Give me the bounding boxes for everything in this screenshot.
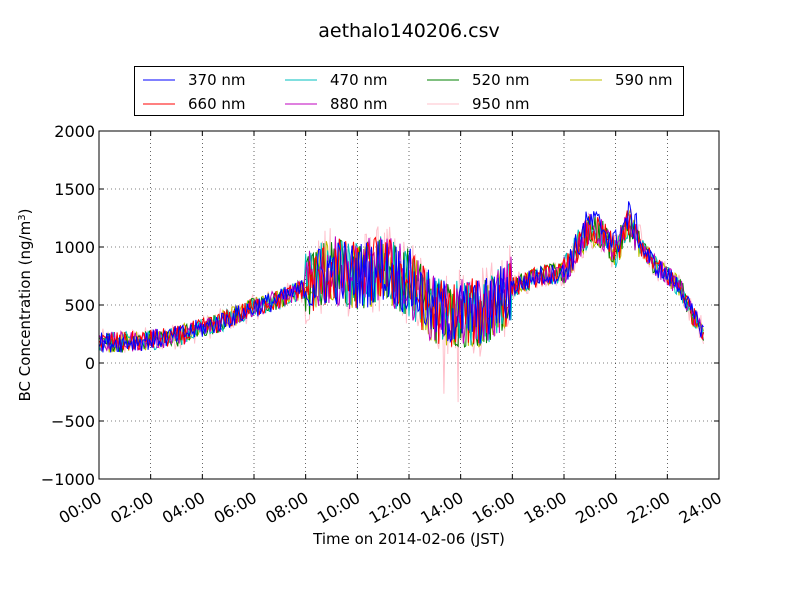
y-tick-labels: −1000 −500 0 500 1000 1500 2000 — [41, 122, 95, 489]
legend-box — [134, 66, 684, 116]
x-tick-label: 08:00 — [262, 488, 311, 528]
legend-label: 520 nm — [472, 71, 530, 89]
legend-label: 880 nm — [330, 95, 388, 113]
y-axis-label-superscript: 3 — [17, 214, 28, 220]
x-tick-label: 24:00 — [676, 488, 725, 528]
x-axis-label: Time on 2014-02-06 (JST) — [312, 530, 505, 548]
x-tick-label: 04:00 — [159, 488, 208, 528]
x-tick-label: 00:00 — [56, 488, 105, 528]
x-tick-label: 10:00 — [314, 488, 363, 528]
y-axis-label-main: BC Concentration (ng/m — [16, 221, 34, 402]
x-tick-labels: 00:00 02:00 04:00 06:00 08:00 10:00 12:00 14:00… — [56, 488, 725, 528]
y-tick-label: 2000 — [54, 122, 95, 141]
y-tick-label: 0 — [85, 354, 95, 373]
series-layer — [98, 201, 704, 403]
x-tick-label: 12:00 — [366, 488, 415, 528]
legend-label: 370 nm — [188, 71, 246, 89]
y-tick-label: −500 — [51, 412, 95, 431]
ticks — [98, 130, 720, 480]
legend-label: 660 nm — [188, 95, 246, 113]
series-line-370-nm — [98, 201, 704, 353]
legend-label: 470 nm — [330, 71, 388, 89]
y-tick-label: 1000 — [54, 238, 95, 257]
x-tick-label: 22:00 — [624, 488, 673, 528]
y-axis-label-end: ) — [16, 209, 34, 215]
y-axis-label: BC Concentration (ng/m3) — [16, 209, 34, 402]
y-tick-label: −1000 — [41, 470, 95, 489]
legend-label: 950 nm — [472, 95, 530, 113]
x-tick-label: 18:00 — [521, 488, 570, 528]
x-tick-label: 14:00 — [417, 488, 466, 528]
x-tick-label: 16:00 — [469, 488, 518, 528]
x-tick-label: 02:00 — [107, 488, 156, 528]
y-tick-label: 500 — [64, 296, 95, 315]
y-tick-label: 1500 — [54, 180, 95, 199]
series-line-660-nm — [98, 210, 704, 352]
chart-title: aethalo140206.csv — [318, 20, 500, 42]
x-tick-label: 20:00 — [572, 488, 621, 528]
x-tick-label: 06:00 — [211, 488, 260, 528]
legend: 370 nm 470 nm 520 nm 590 nm 660 nm 880 nm 950 … — [134, 66, 684, 116]
legend-label: 590 nm — [615, 71, 673, 89]
